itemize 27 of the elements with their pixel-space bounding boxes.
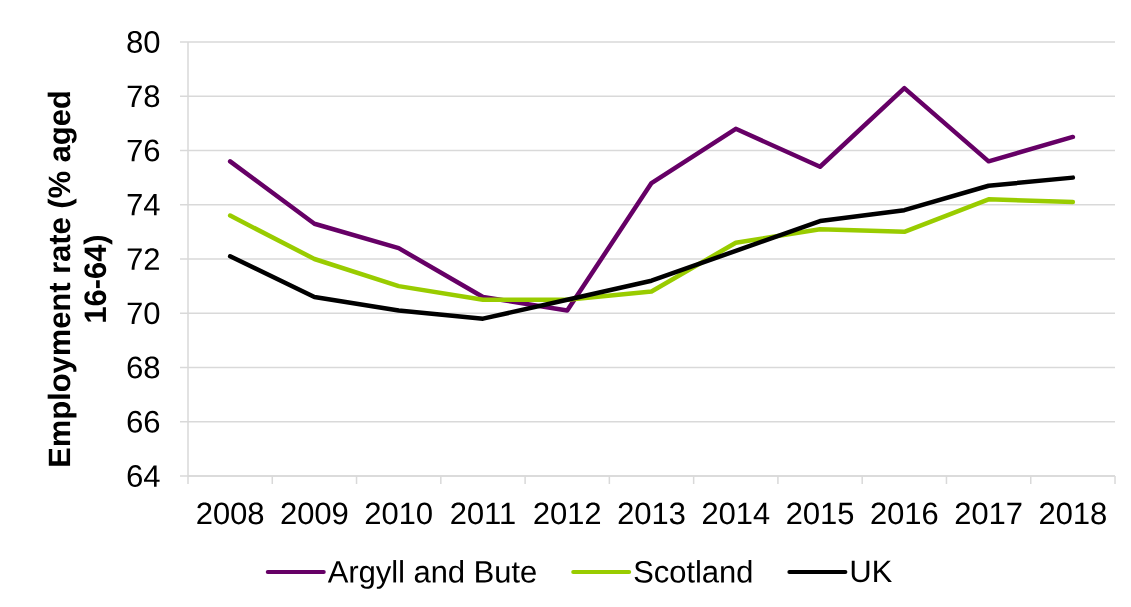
x-tick-label: 2017 (955, 502, 1022, 525)
line-series (227, 197, 1076, 302)
y-tick-label: 80 (127, 31, 160, 53)
legend-label: Argyll and Bute (327, 560, 536, 589)
x-tick-label: 2013 (618, 502, 685, 525)
legend-label: Scotland (634, 560, 752, 583)
x-tick-label: 2008 (197, 502, 264, 525)
y-tick-label: 78 (127, 85, 160, 108)
y-tick-label: 70 (127, 302, 160, 325)
y-axis-title: Employment rate (% aged 16-64) (47, 92, 113, 466)
x-tick-label: 2018 (1040, 502, 1106, 525)
line-series (227, 85, 1076, 313)
legend-label: UK (851, 560, 892, 583)
y-tick-label: 74 (127, 194, 160, 216)
x-tick-label: 2010 (365, 502, 432, 525)
y-tick-label: 76 (127, 139, 160, 162)
x-tick-label: 2009 (281, 502, 348, 525)
y-tick-label: 72 (127, 248, 159, 270)
x-tick-label: 2015 (787, 502, 854, 525)
line-series (227, 175, 1076, 321)
y-tick-label: 64 (127, 465, 160, 487)
y-tick-label: 68 (127, 356, 160, 379)
x-tick-label: 2012 (534, 502, 601, 525)
x-tick-label: 2016 (871, 502, 938, 525)
x-tick-label: 2011 (451, 502, 515, 525)
x-tick-label: 2014 (702, 502, 770, 525)
y-tick-label: 66 (127, 410, 160, 433)
